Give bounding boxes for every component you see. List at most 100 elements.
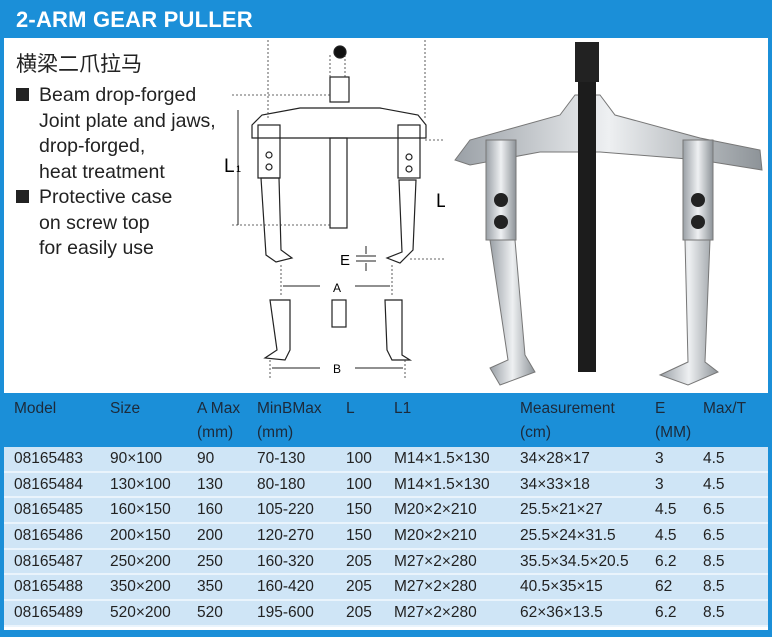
table-cell: 160 <box>197 501 223 519</box>
table-cell: 200×150 <box>110 527 171 545</box>
feature-line: drop-forged, <box>39 135 146 157</box>
table-cell: 130×100 <box>110 475 171 493</box>
table-cell: 205 <box>346 604 372 622</box>
table-cell: 6.2 <box>655 604 677 622</box>
table-cell: 70-130 <box>257 450 306 467</box>
table-cell: 4.5 <box>703 450 725 467</box>
feature-line: Joint plate and jaws, <box>39 109 216 132</box>
table-cell: 120-270 <box>257 527 314 545</box>
table-cell: M20×2×210 <box>394 501 477 519</box>
table-row: 08165485 160×150 160 105-220 150 M20×2×210 25.… <box>4 498 768 525</box>
feature-1: Beam drop-forged Joint plate and jaws, d… <box>16 83 216 185</box>
table-cell: 250×200 <box>110 552 171 570</box>
table-cell: 90×100 <box>110 450 163 467</box>
table-cell: M27×2×280 <box>394 604 477 622</box>
table-row: 08165489 520×200 520 195-600 205 M27×2×280 62×… <box>4 601 768 627</box>
table-cell: 62×36×13.5 <box>520 604 603 622</box>
table-cell: 205 <box>346 552 372 570</box>
column-header-unit: (cm) <box>520 424 551 441</box>
table-cell: 08165483 <box>14 450 83 467</box>
feature-line: Protective case <box>39 186 173 208</box>
table-cell: M14×1.5×130 <box>394 450 490 467</box>
table-cell: 08165485 <box>14 501 83 519</box>
table-cell: 150 <box>346 501 372 519</box>
table-cell: 8.5 <box>703 604 725 622</box>
feature-2: Protective case on screw top for easily … <box>16 185 172 262</box>
table-cell: 160×150 <box>110 501 171 519</box>
table-cell: 4.5 <box>703 475 725 493</box>
dimension-label-l: L <box>436 191 445 212</box>
table-row: 08165488 350×200 350 160-420 205 M27×2×280 40.… <box>4 575 768 602</box>
bullet-square-icon <box>16 190 29 203</box>
table-cell: 205 <box>346 578 372 596</box>
feature-line: on screw top <box>39 211 150 234</box>
product-title: 2-ARM GEAR PULLER <box>0 0 772 38</box>
table-cell: 90 <box>197 450 215 467</box>
table-cell: 34×33×18 <box>520 475 590 493</box>
column-header: Model <box>14 400 57 417</box>
feature-line: Beam drop-forged <box>39 84 197 106</box>
table-cell: M27×2×280 <box>394 552 477 570</box>
table-row: 08165483 90×100 90 70-130 100 M14×1.5×130 34×2… <box>4 447 768 473</box>
table-cell: 250 <box>197 552 223 570</box>
table-cell: 105-220 <box>257 501 314 519</box>
table-cell: 34×28×17 <box>520 450 590 467</box>
table-cell: 8.5 <box>703 552 725 570</box>
column-header-unit: (MM) <box>655 424 692 441</box>
feature-line: heat treatment <box>39 160 165 183</box>
table-cell: 6.2 <box>655 552 677 570</box>
table-cell: 3 <box>655 475 664 493</box>
column-header: Max/T <box>703 400 747 417</box>
feature-line: for easily use <box>39 237 154 259</box>
column-header: E <box>655 400 666 417</box>
table-cell: 3 <box>655 450 664 467</box>
table-cell: 25.5×24×31.5 <box>520 527 616 545</box>
dimension-label-l1: L <box>224 156 235 177</box>
technical-diagram: L 1 L E A B <box>224 40 445 378</box>
table-cell: 62 <box>655 578 673 596</box>
table-header: Model Size A Max (mm) MinBMax (mm) L L1 … <box>4 393 768 447</box>
dimension-label-e: E <box>340 252 350 269</box>
spec-table: Model Size A Max (mm) MinBMax (mm) L L1 … <box>4 393 768 627</box>
table-cell: 520×200 <box>110 604 171 622</box>
table-cell: 160-320 <box>257 552 314 570</box>
table-cell: 6.5 <box>703 501 725 519</box>
table-cell: 350×200 <box>110 578 171 596</box>
column-header: MinBMax <box>257 400 322 417</box>
table-cell: 350 <box>197 578 223 596</box>
table-cell: 150 <box>346 527 372 545</box>
column-header-unit: (mm) <box>257 424 294 441</box>
table-cell: 195-600 <box>257 604 314 622</box>
table-cell: 100 <box>346 450 372 467</box>
table-cell: 08165484 <box>14 475 83 493</box>
table-cell: 8.5 <box>703 578 725 596</box>
column-header: Size <box>110 400 141 417</box>
table-cell: M27×2×280 <box>394 578 477 596</box>
table-cell: 40.5×35×15 <box>520 578 603 596</box>
table-cell: 80-180 <box>257 475 306 493</box>
dimension-label-l1-sub: 1 <box>236 164 241 174</box>
column-header: L1 <box>394 400 412 417</box>
bottom-border <box>0 630 772 637</box>
table-cell: 6.5 <box>703 527 725 545</box>
table-cell: 4.5 <box>655 501 677 519</box>
table-cell: 08165486 <box>14 527 83 545</box>
table-cell: 08165487 <box>14 552 83 570</box>
table-cell: 08165489 <box>14 604 83 622</box>
table-cell: 35.5×34.5×20.5 <box>520 552 629 570</box>
dimension-label-b: B <box>333 362 341 376</box>
table-row: 08165487 250×200 250 160-320 205 M27×2×280 35.… <box>4 549 768 576</box>
table-cell: M14×1.5×130 <box>394 475 490 493</box>
table-cell: 130 <box>197 475 223 493</box>
table-cell: 08165488 <box>14 578 83 596</box>
table-cell: M20×2×210 <box>394 527 477 545</box>
table-cell: 200 <box>197 527 223 545</box>
column-header: Measurement <box>520 400 615 417</box>
column-header: L <box>346 400 355 417</box>
table-cell: 520 <box>197 604 223 622</box>
bullet-square-icon <box>16 88 29 101</box>
table-cell: 160-420 <box>257 578 314 596</box>
table-row: 08165484 130×100 130 80-180 100 M14×1.5×130 34… <box>4 472 768 499</box>
column-header: A Max <box>197 400 241 417</box>
chinese-title: 横梁二爪拉马 <box>16 52 142 76</box>
